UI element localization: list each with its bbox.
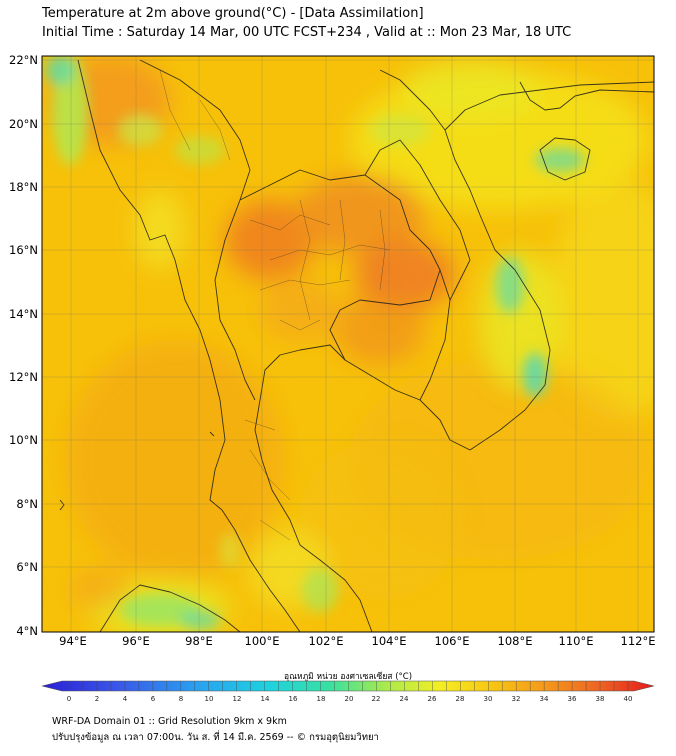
colorbar-tick-label: 6 — [151, 695, 156, 703]
lat-label: 20°N — [9, 117, 38, 131]
colorbar-tick-label: 26 — [428, 695, 437, 703]
colorbar-tick-label: 18 — [317, 695, 326, 703]
colorbar-tick-label: 40 — [624, 695, 633, 703]
colorbar-tick-label: 0 — [67, 695, 71, 703]
colorbar-tick-label: 22 — [372, 695, 381, 703]
lat-label: 8°N — [16, 497, 38, 511]
colorbar-tick-label: 2 — [95, 695, 99, 703]
lon-label: 94°E — [59, 634, 87, 648]
colorbar-tick-label: 12 — [233, 695, 242, 703]
colorbar-tick-labels: 0 2 4 6 8 10 12 14 16 18 20 22 24 26 28 … — [67, 695, 633, 703]
colorbar-tick-label: 14 — [261, 695, 270, 703]
map-subtitle: Initial Time : Saturday 14 Mar, 00 UTC F… — [42, 25, 572, 40]
colorbar-tick-label: 8 — [179, 695, 183, 703]
lat-label: 10°N — [9, 433, 38, 447]
colorbar-tick-label: 34 — [540, 695, 549, 703]
footer-grid-info: WRF-DA Domain 01 :: Grid Resolution 9km … — [52, 716, 287, 727]
longitude-labels: 94°E 96°E 98°E 100°E 102°E 104°E 106°E 1… — [59, 634, 655, 648]
colorbar-label: อุณหภูมิ หน่วย องศาเซลเซียส (°C) — [284, 671, 412, 682]
colorbar-tick-label: 36 — [568, 695, 577, 703]
lat-label: 12°N — [9, 370, 38, 384]
colorbar — [41, 680, 655, 692]
plot-frame — [41, 55, 655, 633]
colorbar-tick-label: 4 — [123, 695, 128, 703]
lon-label: 100°E — [245, 634, 280, 648]
colorbar-tick-label: 38 — [596, 695, 605, 703]
lon-label: 110°E — [559, 634, 594, 648]
boundary-lines — [59, 59, 654, 632]
lon-label: 104°E — [372, 634, 407, 648]
lat-label: 6°N — [16, 560, 38, 574]
colorbar-tick-label: 30 — [484, 695, 493, 703]
latitude-labels: 22°N 20°N 18°N 16°N 14°N 12°N 10°N 8°N 6… — [9, 53, 38, 638]
colorbar-tick-label: 32 — [512, 695, 521, 703]
lon-label: 98°E — [185, 634, 213, 648]
colorbar-tick-marks — [68, 681, 629, 691]
colorbar-tick-label: 24 — [400, 695, 409, 703]
map-title: Temperature at 2m above ground(°C) - [Da… — [42, 6, 424, 21]
colorbar-tick-label: 16 — [289, 695, 298, 703]
colorbar-tick-label: 20 — [345, 695, 354, 703]
lon-label: 96°E — [122, 634, 150, 648]
lat-label: 18°N — [9, 180, 38, 194]
footer-update-info: ปรับปรุงข้อมูล ณ เวลา 07:00น. วัน ส. ที่… — [52, 732, 379, 743]
lon-label: 112°E — [621, 634, 656, 648]
colorbar-tick-label: 28 — [456, 695, 465, 703]
lat-label: 4°N — [16, 624, 38, 638]
graticule — [42, 56, 654, 632]
lon-label: 102°E — [309, 634, 344, 648]
lon-label: 106°E — [435, 634, 470, 648]
colorbar-tick-label: 10 — [205, 695, 214, 703]
temperature-field — [42, 56, 654, 632]
lon-label: 108°E — [498, 634, 533, 648]
province-lines — [159, 69, 391, 541]
lat-label: 22°N — [9, 53, 38, 67]
lat-label: 14°N — [9, 307, 38, 321]
lat-label: 16°N — [9, 243, 38, 257]
